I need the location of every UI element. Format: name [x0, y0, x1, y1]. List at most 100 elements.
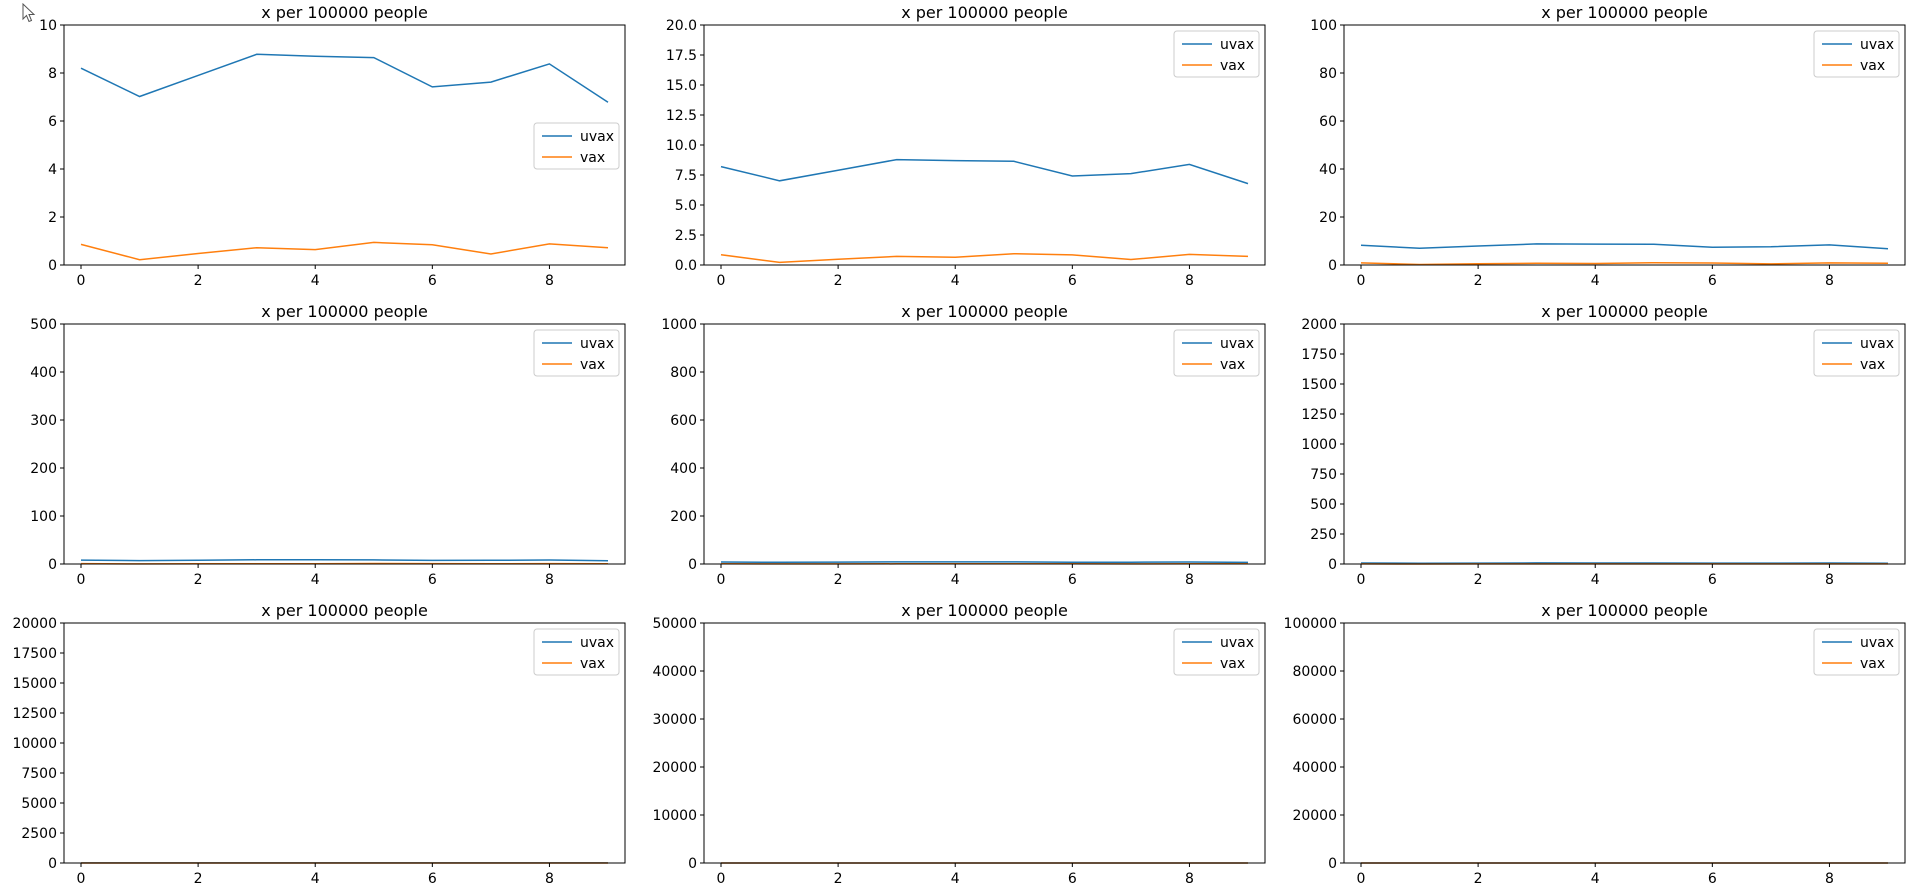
y-tick-label: 500 — [30, 317, 57, 333]
y-tick-label: 20000 — [652, 760, 697, 776]
y-tick-label: 2000 — [1301, 317, 1337, 333]
x-tick-label: 2 — [834, 572, 843, 588]
y-tick-label: 80 — [1319, 66, 1337, 82]
x-tick-label: 4 — [311, 871, 320, 887]
axes-frame — [703, 622, 1266, 864]
y-tick-label: 20.0 — [666, 18, 697, 34]
y-tick-label: 100000 — [1284, 616, 1337, 632]
chart-title: x per 100000 people — [901, 302, 1068, 321]
y-tick-label: 1250 — [1301, 407, 1337, 423]
y-tick-label: 200 — [670, 509, 697, 525]
y-tick-label: 7500 — [21, 766, 57, 782]
y-tick-label: 4 — [48, 162, 57, 178]
y-tick-label: 0.0 — [675, 258, 697, 274]
y-tick-label: 2500 — [21, 826, 57, 842]
y-tick-label: 10000 — [12, 736, 57, 752]
y-tick-label: 17500 — [12, 646, 57, 662]
x-tick-label: 0 — [77, 572, 86, 588]
x-tick-label: 8 — [1825, 871, 1834, 887]
x-tick-label: 0 — [717, 572, 726, 588]
y-tick-label: 250 — [1310, 527, 1337, 543]
y-tick-label: 20000 — [1292, 808, 1337, 824]
y-tick-label: 40 — [1319, 162, 1337, 178]
chart-title: x per 100000 people — [261, 302, 428, 321]
subplot-5: x per 100000 people 0 200 400 600 800 1000 0 2 4 6… — [661, 302, 1266, 588]
legend: uvax vax — [1813, 329, 1900, 377]
x-tick-label: 4 — [1591, 273, 1600, 289]
y-tick-label: 80000 — [1292, 664, 1337, 680]
y-tick-label: 300 — [30, 413, 57, 429]
y-tick-label: 12500 — [12, 706, 57, 722]
y-tick-label: 100 — [1310, 18, 1337, 34]
legend-label: uvax — [1860, 635, 1894, 651]
y-tick-label: 6 — [48, 114, 57, 130]
legend-label: uvax — [1860, 336, 1894, 352]
x-tick-label: 4 — [311, 572, 320, 588]
x-tick-label: 6 — [1068, 572, 1077, 588]
y-tick-label: 800 — [670, 365, 697, 381]
legend-label: vax — [1220, 656, 1245, 672]
legend: uvax vax — [1813, 30, 1900, 78]
y-tick-label: 2 — [48, 210, 57, 226]
x-tick-label: 6 — [1708, 572, 1717, 588]
x-tick-label: 2 — [1474, 273, 1483, 289]
y-tick-label: 5.0 — [675, 198, 697, 214]
y-tick-label: 2.5 — [675, 228, 697, 244]
axes-frame — [1343, 24, 1906, 266]
series-line-vax — [1360, 261, 1889, 266]
legend-label: uvax — [580, 336, 614, 352]
legend: uvax vax — [1173, 30, 1260, 78]
legend-label: uvax — [580, 635, 614, 651]
x-tick-label: 0 — [717, 273, 726, 289]
x-tick-label: 4 — [951, 273, 960, 289]
y-tick-label: 30000 — [652, 712, 697, 728]
series-line-uvax — [80, 559, 609, 562]
y-tick-label: 15.0 — [666, 78, 697, 94]
y-tick-label: 12.5 — [666, 108, 697, 124]
y-tick-label: 60 — [1319, 114, 1337, 130]
y-tick-label: 50000 — [652, 616, 697, 632]
legend-label: vax — [580, 656, 605, 672]
subplot-6: x per 100000 people 0 250 500 750 1000 1250 150… — [1301, 302, 1906, 588]
x-tick-label: 6 — [1068, 273, 1077, 289]
subplot-9: x per 100000 people 0 20000 40000 60000 80000… — [1284, 601, 1906, 887]
x-tick-label: 4 — [311, 273, 320, 289]
y-tick-label: 500 — [1310, 497, 1337, 513]
legend-label: uvax — [1220, 37, 1254, 53]
x-tick-label: 6 — [428, 871, 437, 887]
chart-title: x per 100000 people — [261, 3, 428, 22]
legend-label: uvax — [1220, 336, 1254, 352]
legend-label: vax — [580, 150, 605, 166]
y-tick-label: 5000 — [21, 796, 57, 812]
x-tick-label: 2 — [194, 273, 203, 289]
y-tick-label: 0 — [1328, 856, 1337, 872]
legend-label: vax — [1220, 357, 1245, 373]
legend-label: uvax — [1220, 635, 1254, 651]
y-tick-label: 750 — [1310, 467, 1337, 483]
legend: uvax vax — [1173, 628, 1260, 676]
y-tick-label: 100 — [30, 509, 57, 525]
legend-label: vax — [1860, 656, 1885, 672]
x-tick-label: 6 — [428, 273, 437, 289]
x-tick-label: 2 — [1474, 871, 1483, 887]
y-tick-label: 10 — [39, 18, 57, 34]
x-tick-label: 0 — [77, 273, 86, 289]
x-tick-label: 0 — [717, 871, 726, 887]
subplot-7: x per 100000 people 0 2500 5000 7500 10000 125… — [12, 601, 626, 887]
x-tick-label: 8 — [1825, 572, 1834, 588]
x-tick-label: 8 — [1185, 273, 1194, 289]
x-tick-label: 8 — [545, 871, 554, 887]
subplot-2: x per 100000 people 0.0 2.5 5.0 7.5 10.0 12.5 1… — [666, 3, 1266, 289]
y-tick-label: 200 — [30, 461, 57, 477]
y-tick-label: 15000 — [12, 676, 57, 692]
y-tick-label: 0 — [688, 856, 697, 872]
series-line-vax — [720, 252, 1249, 264]
chart-title: x per 100000 people — [1541, 302, 1708, 321]
y-tick-label: 0 — [48, 856, 57, 872]
series-line-uvax — [1360, 243, 1889, 250]
y-tick-label: 17.5 — [666, 48, 697, 64]
legend-label: uvax — [1860, 37, 1894, 53]
legend: uvax vax — [533, 122, 620, 170]
y-tick-label: 40000 — [652, 664, 697, 680]
chart-title: x per 100000 people — [1541, 601, 1708, 620]
